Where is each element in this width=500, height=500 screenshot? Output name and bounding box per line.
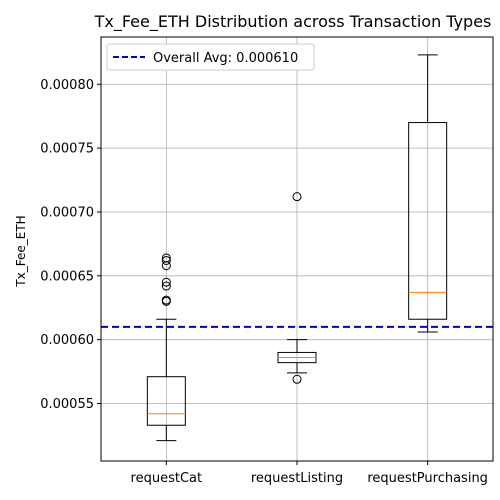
legend-frame <box>106 43 315 71</box>
x-tick-label: requestListing <box>251 471 343 486</box>
outlier-point <box>161 253 171 263</box>
chart-title: Tx_Fee_ETH Distribution across Transacti… <box>94 12 492 32</box>
outlier-point <box>161 277 171 287</box>
y-tick-label: 0.00055 <box>40 397 94 412</box>
legend: Overall Avg: 0.000610 <box>106 43 315 71</box>
x-tick-label: requestPurchasing <box>367 471 488 486</box>
outlier-point <box>161 281 171 291</box>
iqr-box <box>408 122 448 320</box>
y-tick-label: 0.00060 <box>40 333 94 348</box>
outlier-point <box>161 255 171 265</box>
y-tick-label: 0.00080 <box>40 78 94 93</box>
y-tick-label: 0.00070 <box>40 205 94 220</box>
axes-frame <box>100 36 494 462</box>
y-tick-label: 0.00075 <box>40 142 94 157</box>
outlier-point <box>292 192 302 202</box>
plot-area: 0.00055 0.00060 0.00065 0.00070 0.00075 0.000… <box>40 36 494 486</box>
outlier-point <box>292 374 302 384</box>
outlier-point <box>161 295 171 305</box>
x-tick-label: requestCat <box>131 471 203 486</box>
legend-label: Overall Avg: 0.000610 <box>153 51 298 66</box>
iqr-box <box>146 376 186 426</box>
y-axis-label: Tx_Fee_ETH <box>14 215 28 287</box>
y-tick-label: 0.00065 <box>40 269 94 284</box>
